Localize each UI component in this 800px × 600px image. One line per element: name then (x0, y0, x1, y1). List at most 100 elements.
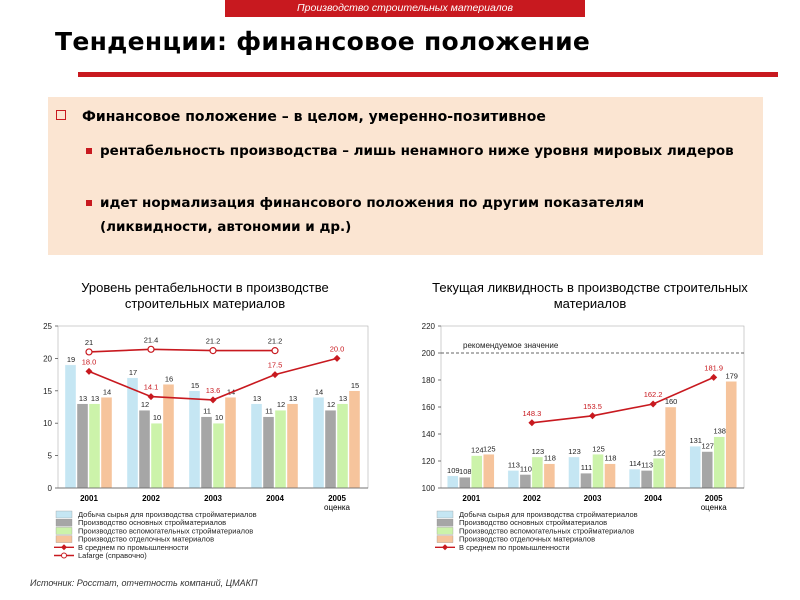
summary-main-text: Финансовое положение – в целом, умеренно… (82, 109, 546, 125)
chart0-bar (162, 384, 175, 489)
chart0-bar-value-label: 10 (153, 413, 161, 422)
chart1-line-point (649, 400, 657, 408)
chart0-legend-label: Производство отделочных материалов (78, 535, 214, 544)
chart1-bar (604, 463, 616, 489)
chart1-line-value-label: 162.2 (644, 390, 663, 399)
chart1-bar-value-label: 131 (689, 436, 702, 445)
chart1-bar (713, 436, 725, 489)
chart1-bar-value-label: 125 (483, 444, 496, 453)
chart1-legend-swatch (436, 527, 454, 535)
chart1-legend-swatch (436, 510, 454, 519)
chart0-legend-marker (61, 544, 67, 551)
chart0-bar-value-label: 13 (339, 394, 347, 403)
chart1-line-value-label: 148.3 (523, 409, 542, 418)
chart0-bar (262, 416, 275, 489)
chart1-bar-value-label: 109 (447, 466, 460, 475)
chart1-bar (628, 468, 641, 489)
chart1-legend-label: Производство отделочных материалов (459, 535, 595, 544)
chart0-xtick-label: 2002 (142, 494, 160, 503)
chart0-line-value-label: 21.2 (268, 337, 283, 346)
chart1-bar-value-label: 113 (641, 460, 653, 469)
chart1-ytick-label: 160 (422, 403, 436, 412)
chart1-bar (701, 451, 713, 489)
chart0-bar-value-label: 14 (103, 387, 111, 396)
chart1-ytick-label: 140 (422, 430, 436, 439)
summary-panel: Финансовое положение – в целом, умеренно… (48, 97, 763, 255)
chart1-bar (592, 454, 604, 489)
chart0-bar (64, 364, 77, 489)
chart1-bar (568, 456, 580, 489)
chart0-bar-value-label: 15 (351, 381, 359, 390)
summary-bullet-2: идет нормализация финансового положения … (86, 191, 750, 239)
chart0-ytick-label: 25 (43, 322, 52, 331)
chart1-bar-value-label: 127 (701, 442, 714, 451)
chart1-xtick-label: 2004 (644, 494, 662, 503)
chart1-bar (652, 458, 665, 489)
chart0-legend-swatch (55, 510, 73, 519)
chart1-xtick-label: 2003 (584, 494, 602, 503)
chart0-ytick-label: 10 (43, 419, 52, 428)
chart0-bar (312, 397, 325, 489)
chart0-bar (324, 410, 337, 489)
chart1-bar-value-label: 113 (508, 460, 520, 469)
liquidity-chart: 100 120 140 160 180 200 220 рекомендуемое значе… (422, 322, 745, 552)
chart1-bar-value-label: 125 (592, 444, 605, 453)
chart1-xtick-label: 2005 (705, 494, 723, 503)
chart1-bar-value-label: 160 (665, 397, 678, 406)
chart1-line-value-label: 181.9 (704, 363, 723, 372)
slide-title: Тенденции: финансовое положение (55, 27, 591, 56)
chart0-bar-value-label: 13 (79, 394, 87, 403)
chart1-line-0 (531, 376, 715, 424)
chart1-ytick-label: 200 (422, 349, 436, 358)
chart0-xtick-label: 2004 (266, 494, 284, 503)
chart0-xtick-note: оценка (324, 503, 350, 512)
chart0-bar (150, 422, 163, 489)
chart0-bar-value-label: 14 (315, 387, 323, 396)
section-header-label: Производство строительных материалов (297, 2, 513, 14)
chart0-line-value-label: 21.4 (144, 335, 159, 344)
chart0-line-point (147, 393, 155, 401)
chart1-bar (725, 381, 737, 489)
chart0-xtick-label: 2005 (328, 494, 346, 503)
chart0-bar (286, 403, 299, 489)
chart0-bar-value-label: 16 (165, 374, 173, 383)
chart0-line-value-label: 21 (85, 338, 93, 347)
chart0-line-point (209, 347, 217, 355)
chart1-bar (543, 463, 556, 489)
chart0-line-point (85, 367, 93, 375)
chart1-bar (507, 470, 520, 489)
chart0-line-value-label: 14.1 (144, 383, 159, 392)
chart1-line-point (710, 373, 718, 381)
chart0-bar (200, 416, 213, 489)
chart0-bar (188, 390, 201, 489)
chart0-bar-value-label: 13 (91, 394, 99, 403)
chart0-ytick-label: 15 (43, 387, 52, 396)
chart1-bar-value-label: 114 (629, 459, 641, 468)
title-underline (78, 72, 778, 77)
chart0-bar (100, 397, 113, 489)
chart0-bar (88, 403, 101, 489)
summary-main: Финансовое положение – в целом, умеренно… (56, 109, 546, 125)
chart0-ytick-label: 5 (48, 452, 53, 461)
chart0-line-point (333, 354, 341, 362)
chart0-line-1 (88, 348, 275, 353)
chart0-legend-label: Производство основных стройматериалов (78, 518, 226, 527)
chart1-bar (459, 476, 471, 489)
summary-bullet-1-text: рентабельность производства – лишь ненам… (100, 143, 734, 159)
chart0-bar (76, 403, 89, 489)
chart1-bar (447, 475, 459, 489)
chart2-title: Текущая ликвидность в производстве строи… (432, 280, 748, 311)
chart0-line-value-label: 17.5 (268, 361, 283, 370)
chart0-legend-label: В среднем по промышленности (78, 543, 189, 552)
chart0-legend-swatch (55, 519, 73, 527)
chart0-bar (212, 422, 225, 489)
chart0-legend-marker (61, 552, 67, 559)
chart1-xtick-label: 2002 (523, 494, 541, 503)
chart1-bar (664, 406, 677, 489)
chart1-bar-value-label: 124 (471, 446, 484, 455)
chart1-bar (531, 456, 544, 489)
chart0-legend-label: Производство вспомогательных стройматери… (78, 526, 253, 535)
chart0-line-point (147, 345, 155, 353)
chart0-bar-value-label: 12 (141, 400, 149, 409)
chart1-bar (519, 474, 532, 489)
